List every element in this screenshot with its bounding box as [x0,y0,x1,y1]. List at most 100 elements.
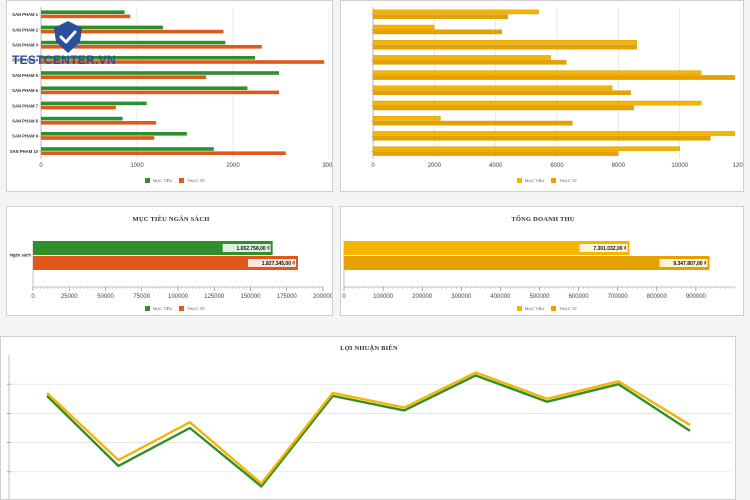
bar-actual [372,29,503,35]
data-label-bg [659,259,708,267]
bar-target [372,9,539,15]
x-tick-label: 200000 [412,294,433,300]
bar-actual [41,90,280,95]
bar-actual [41,136,155,140]
x-tick-label: 500000 [529,294,550,300]
legend-swatch [551,178,556,183]
chart-title: TỔNG DOANH THU [511,215,574,223]
bar-target [41,101,147,106]
bar-actual [344,256,710,270]
legend-swatch [551,306,556,311]
legend-label: THỰC TẾ [559,306,577,311]
chart-panel-top-right: 0 2000 4000 6000 8000 10000 12000 MỤC TIÊU THỰC … [340,0,744,192]
y-tick-label: Ngân sách [10,253,32,258]
data-label-bg [579,244,628,252]
legend-swatch [179,178,184,183]
y-tick-label: SAN PHAM 4 [12,58,38,63]
bar-actual [41,121,157,125]
profit-margin-line-chart: LỢI NHUẬN BIÊN [7,344,731,499]
bar-actual [33,256,298,270]
bar-actual [41,14,131,19]
brand-logo: TESTCENTER.VN [12,20,130,72]
x-tick-label: 300000 [451,294,472,300]
x-tick-label: 0 [39,163,43,169]
bar-target [372,24,435,30]
series-line-target [46,374,691,488]
bar-target [41,147,214,151]
bar-target [372,146,680,152]
legend-swatch [145,306,150,311]
budget-target-chart: MỤC TIÊU NGÂN SÁCH 0 25000 50000 75000 100000… [10,215,333,311]
legend-swatch [517,178,522,183]
x-tick-label: 0 [371,163,375,169]
bar-target [41,10,125,14]
legend-label: THỰC TẾ [559,178,577,183]
bar-actual [41,75,207,79]
legend-label: MỤC TIÊU [525,306,544,311]
total-revenue-chart: TỔNG DOANH THU 0 100000 200000 300000 400000 5… [342,215,736,311]
x-tick-label: 100000 [373,294,394,300]
data-label-bg [222,244,271,252]
bar-actual [372,120,573,126]
x-tick-label: 25000 [61,294,78,300]
bar-actual [41,151,286,155]
y-tick-label: SAN PHAM 10 [10,149,39,154]
y-tick-label: SAN PHAM 8 [12,119,38,124]
y-tick-label: SAN PHAM 7 [12,103,38,108]
legend-label: THỰC TẾ [187,178,205,183]
x-tick-label: 175000 [277,294,298,300]
bar-actual [372,151,619,156]
x-tick-label: 1000 [130,163,144,169]
legend-label: MỤC TIÊU [153,178,172,183]
x-tick-label: 800000 [647,294,668,300]
legend-swatch [517,306,522,311]
y-tick-label: SAN PHAM 6 [12,88,38,93]
bar-actual [41,105,116,110]
bar-actual [372,75,736,80]
chart-title: LỢI NHUẬN BIÊN [340,344,398,352]
bar-target [41,86,248,90]
bar-target [372,85,613,91]
data-label: 1.652.758,00 ₫ [236,246,270,252]
x-tick-label: 100000 [168,294,189,300]
data-label: 1.827.345,00 ₫ [262,261,296,267]
bar-target [372,55,552,60]
bar-chart-top-right: 0 2000 4000 6000 8000 10000 12000 MỤC TIÊU THỰC … [371,7,743,183]
x-tick-label: 0 [342,294,346,300]
bar-target [41,132,187,136]
legend-swatch [179,306,184,311]
x-tick-label: 150000 [240,294,261,300]
y-tick-label: SAN PHAM 9 [12,134,38,139]
bar-actual [41,29,224,34]
chart-panel-budget: MỤC TIÊU NGÂN SÁCH 0 25000 50000 75000 100000… [6,206,333,316]
bar-target [372,40,637,45]
x-tick-label: 700000 [608,294,629,300]
legend-swatch [145,178,150,183]
y-tick-label: SAN PHAM 1 [12,12,38,17]
bar-actual [372,14,509,20]
x-tick-label: 2000 [226,163,240,169]
legend-label: MỤC TIÊU [153,306,172,311]
chart-panel-top-left: 0 1000 2000 3000 SAN PHAM 1 SAN PHAM 2 SAN PHA… [6,0,333,192]
shield-check-icon [54,21,82,53]
bar-target [372,115,441,121]
x-tick-label: 8000 [612,163,626,169]
bar-actual [372,90,631,95]
bar-actual [41,60,325,64]
x-tick-label: 125000 [204,294,225,300]
x-tick-label: 0 [31,294,35,300]
x-tick-label: 400000 [490,294,511,300]
legend-label: THỰC TẾ [187,306,205,311]
x-tick-label: 2000 [428,163,442,169]
bar-actual [372,60,567,65]
chart-panel-revenue: TỔNG DOANH THU 0 100000 200000 300000 400000 5… [340,206,744,316]
y-tick-label: SAN PHAM 5 [12,73,38,78]
x-tick-label: 6000 [550,163,564,169]
bar-target [344,241,630,255]
bar-target [372,131,736,136]
bar-target [41,71,280,75]
x-tick-label: 3000 [322,163,333,169]
x-tick-label: 10000 [671,163,688,169]
data-label: 9.347.807,00 ₫ [673,261,707,267]
x-tick-label: 200000 [313,294,333,300]
